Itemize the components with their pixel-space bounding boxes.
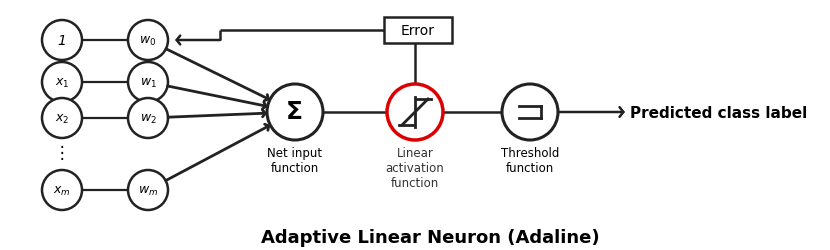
Text: $x_1$: $x_1$ (55, 76, 69, 89)
Circle shape (387, 85, 443, 140)
Text: $w_m$: $w_m$ (138, 184, 158, 197)
Circle shape (128, 170, 168, 210)
Circle shape (267, 85, 323, 140)
Text: Adaptive Linear Neuron (Adaline): Adaptive Linear Neuron (Adaline) (261, 228, 599, 246)
Circle shape (502, 85, 558, 140)
Circle shape (42, 21, 82, 61)
Text: $w_0$: $w_0$ (139, 34, 157, 47)
Circle shape (128, 98, 168, 138)
Text: Σ: Σ (286, 100, 303, 124)
Text: Predicted class label: Predicted class label (630, 105, 808, 120)
Text: Threshold
function: Threshold function (500, 146, 559, 174)
Text: Net input
function: Net input function (267, 146, 323, 174)
Text: $x_2$: $x_2$ (55, 112, 69, 125)
Text: ⋮: ⋮ (54, 144, 71, 161)
FancyBboxPatch shape (384, 18, 452, 44)
Text: $w_1$: $w_1$ (139, 76, 157, 89)
Text: Linear
activation
function: Linear activation function (386, 146, 444, 189)
Circle shape (42, 63, 82, 102)
Text: 1: 1 (57, 34, 66, 48)
Circle shape (128, 63, 168, 102)
Text: $x_m$: $x_m$ (53, 184, 71, 197)
Circle shape (42, 170, 82, 210)
Text: $w_2$: $w_2$ (139, 112, 156, 125)
Circle shape (128, 21, 168, 61)
Text: Error: Error (401, 24, 435, 38)
Circle shape (42, 98, 82, 138)
